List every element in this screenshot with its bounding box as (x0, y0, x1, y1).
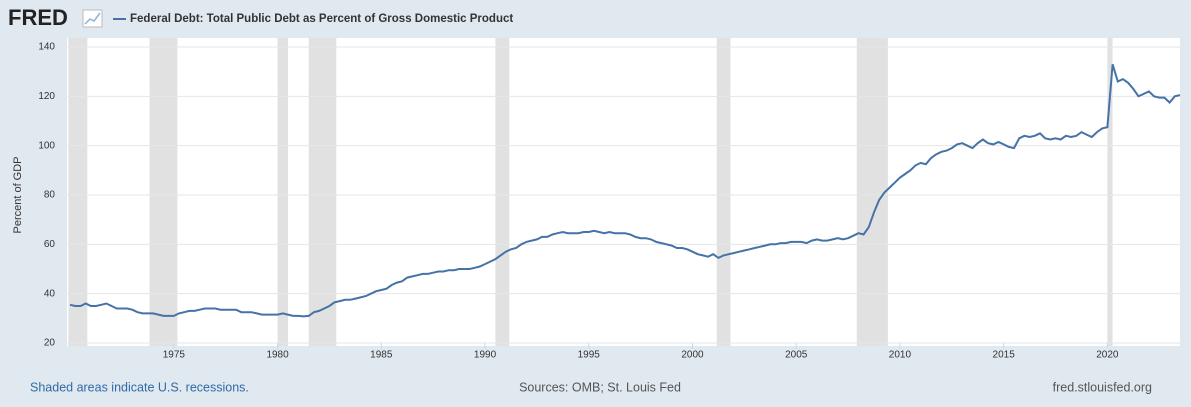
y-tick-label: 100 (38, 140, 55, 151)
y-tick-label: 20 (44, 338, 56, 349)
recession-band (308, 38, 337, 346)
recession-band (716, 38, 731, 346)
note-center: Sources: OMB; St. Louis Fed (519, 380, 681, 394)
plot-area (67, 38, 1180, 346)
note-left: Shaded areas indicate U.S. recessions. (30, 380, 249, 394)
y-tick-label: 80 (44, 190, 56, 201)
x-tick-label: 1985 (370, 350, 393, 361)
x-tick-label: 1990 (474, 350, 497, 361)
x-tick-label: 1975 (163, 350, 186, 361)
y-tick-label: 140 (38, 42, 55, 53)
recession-band (277, 38, 288, 346)
y-tick-label: 120 (38, 91, 55, 102)
line-series (69, 64, 1181, 318)
logo-icon (82, 9, 103, 28)
y-tick-label: 40 (44, 288, 56, 299)
note-right: fred.stlouisfed.org (1053, 380, 1152, 394)
recession-band (856, 38, 888, 346)
recession-band (495, 38, 510, 346)
legend-label: Federal Debt: Total Public Debt as Perce… (130, 13, 513, 25)
y-tick-label: 60 (44, 239, 56, 250)
recession-band (68, 38, 88, 346)
x-tick-label: 2005 (785, 350, 808, 361)
logo: FRED (8, 5, 68, 30)
recession-band (1107, 38, 1113, 346)
x-tick-label: 2015 (993, 350, 1016, 361)
x-tick-label: 2000 (681, 350, 704, 361)
y-axis-label: Percent of GDP (12, 156, 24, 233)
x-tick-label: 1995 (578, 350, 601, 361)
x-tick-label: 1980 (266, 350, 289, 361)
x-tick-label: 2010 (889, 350, 912, 361)
recession-band (149, 38, 178, 346)
x-tick-label: 2020 (1096, 350, 1119, 361)
